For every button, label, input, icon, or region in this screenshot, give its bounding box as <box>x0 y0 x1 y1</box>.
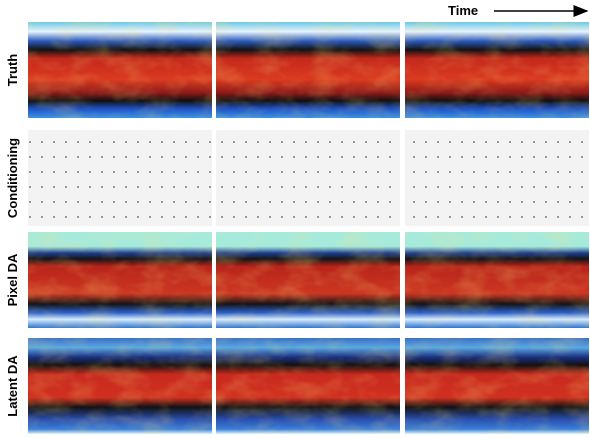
panel <box>216 130 400 226</box>
time-label: Time <box>448 3 478 18</box>
panel-texture <box>28 22 212 118</box>
panel <box>405 130 589 226</box>
panel-texture <box>28 232 212 328</box>
row-label: Conditioning <box>5 138 20 218</box>
panel-texture <box>216 22 400 118</box>
row-label: Latent DA <box>5 355 20 417</box>
figure: Time Truth Conditioning Pixel DA Latent DA <box>0 0 590 434</box>
panel-texture <box>405 232 589 328</box>
panel-texture <box>216 338 400 434</box>
panel <box>28 130 212 226</box>
panel-texture <box>405 338 589 434</box>
row-label: Pixel DA <box>5 253 20 306</box>
panel-texture <box>216 232 400 328</box>
row-label: Truth <box>5 54 20 87</box>
panel-texture <box>28 338 212 434</box>
panel-texture <box>405 22 589 118</box>
